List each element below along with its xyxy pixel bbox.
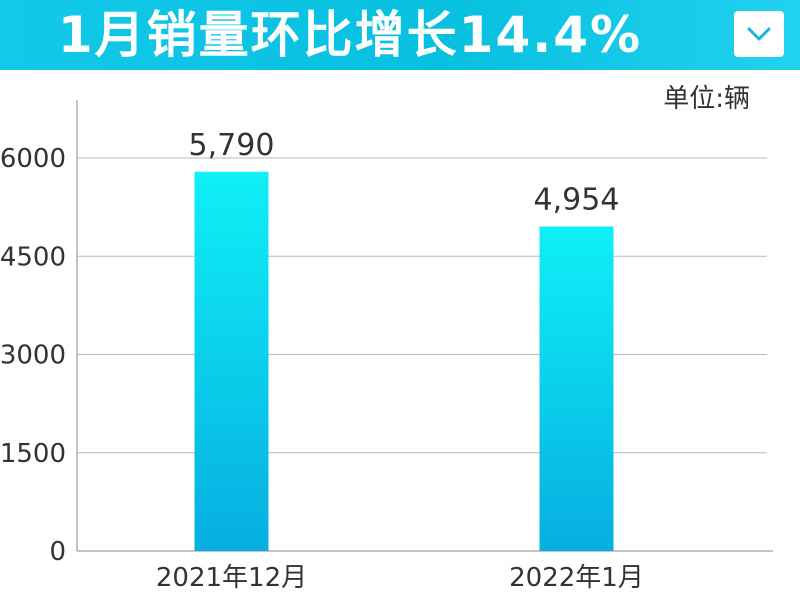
y-tick-label: 0 — [49, 537, 66, 567]
chevron-down-icon — [747, 27, 771, 41]
y-tick-label: 4500 — [0, 242, 66, 272]
unit-label: 单位:辆 — [663, 84, 750, 114]
bar — [539, 226, 614, 551]
page-title: 1月销量环比增长14.4% — [57, 6, 643, 64]
dropdown-button[interactable] — [734, 11, 784, 57]
data-label: 4,954 — [534, 183, 620, 218]
y-tick-label: 6000 — [0, 144, 66, 174]
title-banner: 1月销量环比增长14.4% — [0, 0, 800, 70]
x-tick-label: 2021年12月 — [156, 563, 307, 593]
x-tick-label: 2022年1月 — [509, 563, 644, 593]
data-label: 5,790 — [189, 128, 275, 163]
bar — [194, 171, 269, 551]
y-tick-label: 3000 — [0, 341, 66, 371]
y-tick-label: 1500 — [0, 439, 66, 469]
